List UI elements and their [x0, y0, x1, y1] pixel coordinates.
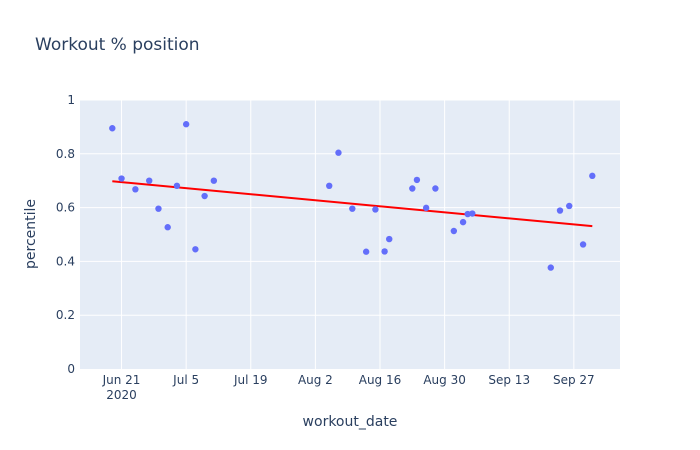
data-point — [210, 177, 218, 184]
trendline — [112, 180, 593, 228]
y-tick-label: 0.8 — [56, 147, 75, 161]
data-point — [192, 246, 199, 253]
data-point — [349, 205, 356, 212]
data-point — [579, 241, 587, 248]
x-tick-label: Jul 19 — [233, 373, 268, 387]
data-point — [326, 182, 333, 190]
x-tick-label: Aug 30 — [423, 373, 466, 387]
data-point — [413, 176, 421, 184]
y-axis-ticks: 0 0.2 0.4 0.6 0.8 1 — [56, 93, 75, 376]
data-point — [469, 210, 476, 217]
plot-area — [80, 100, 620, 369]
y-tick-label: 0.4 — [56, 254, 75, 268]
data-point — [173, 182, 181, 190]
y-axis-title: percentile — [23, 199, 39, 269]
y-tick-label: 0.6 — [56, 201, 75, 215]
data-point — [372, 206, 379, 213]
data-point — [118, 175, 125, 182]
x-tick-sublabel: 2020 — [106, 388, 137, 402]
data-point — [381, 248, 388, 255]
data-point — [409, 185, 416, 192]
x-tick-label: Jul 5 — [172, 373, 199, 387]
data-point — [459, 218, 467, 226]
y-tick-label: 0.2 — [56, 308, 75, 322]
data-point — [422, 204, 430, 212]
data-point — [146, 177, 153, 184]
x-tick-label: Aug 2 — [298, 373, 333, 387]
x-tick-label: Aug 16 — [359, 373, 402, 387]
data-point — [362, 248, 370, 255]
x-tick-label: Sep 13 — [488, 373, 530, 387]
data-point — [566, 202, 573, 210]
data-point — [201, 192, 208, 200]
data-point — [432, 185, 439, 192]
data-point — [155, 205, 162, 212]
x-tick-label: Jun 21 — [102, 373, 141, 387]
data-point — [547, 264, 554, 271]
x-tick-label: Sep 27 — [553, 373, 595, 387]
data-point — [589, 172, 596, 180]
y-tick-label: 1 — [67, 93, 75, 107]
trendline-layer — [112, 180, 593, 228]
x-axis-title: workout_date — [303, 414, 398, 430]
data-point — [109, 125, 116, 132]
data-point — [132, 186, 139, 193]
data-point — [164, 224, 171, 231]
data-points — [109, 121, 596, 271]
data-point — [556, 207, 564, 214]
data-point — [386, 235, 393, 243]
data-point — [335, 149, 342, 156]
grid-lines — [80, 99, 620, 369]
chart-title: Workout % position — [35, 35, 200, 55]
data-point — [450, 227, 458, 235]
data-point — [182, 121, 190, 128]
y-tick-label: 0 — [67, 362, 75, 376]
